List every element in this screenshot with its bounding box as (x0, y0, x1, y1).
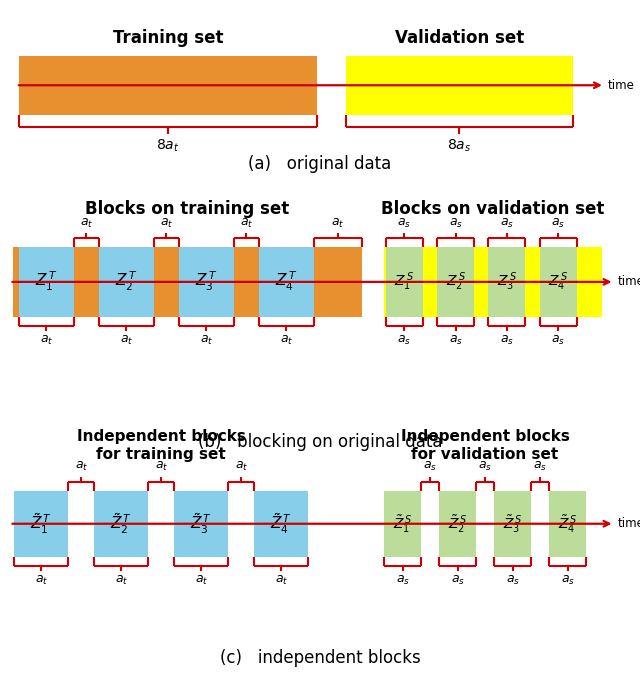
Text: $a_t$: $a_t$ (331, 216, 344, 230)
Text: $8a_s$: $8a_s$ (447, 137, 471, 154)
Bar (99, 247, 154, 317)
Text: $\tilde{Z}_{2}^{\,S}$: $\tilde{Z}_{2}^{\,S}$ (448, 513, 467, 535)
Text: $a_t$: $a_t$ (155, 460, 168, 473)
Text: $a_s$: $a_s$ (561, 574, 575, 587)
Text: $\tilde{Z}_{3}^{\,T}$: $\tilde{Z}_{3}^{\,T}$ (190, 512, 212, 536)
Text: $a_t$: $a_t$ (80, 216, 93, 230)
Text: $a_t$: $a_t$ (280, 334, 293, 347)
Text: $a_s$: $a_s$ (451, 574, 465, 587)
Text: (b)   blocking on original data: (b) blocking on original data (198, 433, 442, 451)
Text: $a_s$: $a_s$ (533, 460, 547, 473)
Bar (13, 247, 362, 317)
Text: Independent blocks
for training set: Independent blocks for training set (77, 429, 246, 462)
Bar (174, 491, 228, 557)
Bar (437, 247, 474, 317)
Bar (19, 247, 74, 317)
Text: $8a_t$: $8a_t$ (156, 137, 180, 154)
Text: $\tilde{Z}_{3}^{\,S}$: $\tilde{Z}_{3}^{\,S}$ (503, 513, 522, 535)
Text: $\tilde{Z}_{4}^{\,S}$: $\tilde{Z}_{4}^{\,S}$ (558, 513, 577, 535)
Text: $a_s$: $a_s$ (500, 334, 514, 347)
Text: time: time (618, 517, 640, 530)
Text: $Z_{2}^{\,T}$: $Z_{2}^{\,T}$ (115, 270, 138, 294)
Bar (488, 247, 525, 317)
Text: $a_t$: $a_t$ (115, 574, 128, 587)
Text: $a_t$: $a_t$ (240, 216, 253, 230)
Text: $a_t$: $a_t$ (75, 460, 88, 473)
Text: $\tilde{Z}_{4}^{\,T}$: $\tilde{Z}_{4}^{\,T}$ (270, 512, 292, 536)
Text: $Z_{2}^{\,S}$: $Z_{2}^{\,S}$ (445, 271, 466, 293)
Bar (494, 491, 531, 557)
Text: Training set: Training set (113, 29, 223, 47)
Text: Blocks on validation set: Blocks on validation set (381, 200, 605, 218)
Bar (384, 247, 602, 317)
Bar (386, 247, 423, 317)
Text: $a_s$: $a_s$ (506, 574, 520, 587)
Text: $a_s$: $a_s$ (396, 574, 410, 587)
Text: $a_t$: $a_t$ (120, 334, 133, 347)
Text: time: time (608, 79, 635, 92)
Text: $Z_{4}^{\,S}$: $Z_{4}^{\,S}$ (548, 271, 568, 293)
Text: $a_t$: $a_t$ (195, 574, 208, 587)
Text: Independent blocks
for validation set: Independent blocks for validation set (401, 429, 570, 462)
Text: $a_s$: $a_s$ (397, 334, 412, 347)
Text: $a_s$: $a_s$ (478, 460, 492, 473)
Bar (384, 491, 421, 557)
Bar (94, 491, 148, 557)
Bar (259, 247, 314, 317)
Text: $Z_{1}^{\,S}$: $Z_{1}^{\,S}$ (394, 271, 415, 293)
Text: $a_t$: $a_t$ (275, 574, 288, 587)
Text: $Z_{3}^{\,S}$: $Z_{3}^{\,S}$ (497, 271, 517, 293)
Text: $a_s$: $a_s$ (551, 216, 565, 230)
Text: $a_t$: $a_t$ (40, 334, 53, 347)
Text: (c)   independent blocks: (c) independent blocks (220, 649, 420, 667)
Text: $a_s$: $a_s$ (423, 460, 437, 473)
Text: $a_t$: $a_t$ (235, 460, 248, 473)
Text: $a_t$: $a_t$ (160, 216, 173, 230)
Bar (540, 247, 577, 317)
Bar (179, 247, 234, 317)
Text: $\tilde{Z}_{1}^{\,T}$: $\tilde{Z}_{1}^{\,T}$ (30, 512, 52, 536)
Bar (14, 491, 68, 557)
Text: $\tilde{Z}_{1}^{\,S}$: $\tilde{Z}_{1}^{\,S}$ (393, 513, 412, 535)
Text: $a_s$: $a_s$ (551, 334, 565, 347)
Text: Validation set: Validation set (395, 29, 524, 47)
Text: $Z_{4}^{\,T}$: $Z_{4}^{\,T}$ (275, 270, 298, 294)
Text: $a_s$: $a_s$ (449, 216, 463, 230)
Text: time: time (618, 276, 640, 288)
Text: $Z_{3}^{\,T}$: $Z_{3}^{\,T}$ (195, 270, 218, 294)
Bar (346, 56, 573, 115)
Text: $a_s$: $a_s$ (449, 334, 463, 347)
Bar (254, 491, 308, 557)
Text: Blocks on training set: Blocks on training set (85, 200, 289, 218)
Text: $a_t$: $a_t$ (200, 334, 213, 347)
Text: (a)   original data: (a) original data (248, 155, 392, 173)
Text: $Z_{1}^{\,T}$: $Z_{1}^{\,T}$ (35, 270, 58, 294)
Bar (439, 491, 476, 557)
Bar (19, 56, 317, 115)
Text: $a_s$: $a_s$ (397, 216, 412, 230)
Text: $\tilde{Z}_{2}^{\,T}$: $\tilde{Z}_{2}^{\,T}$ (110, 512, 132, 536)
Text: $a_t$: $a_t$ (35, 574, 48, 587)
Text: $a_s$: $a_s$ (500, 216, 514, 230)
Bar (549, 491, 586, 557)
